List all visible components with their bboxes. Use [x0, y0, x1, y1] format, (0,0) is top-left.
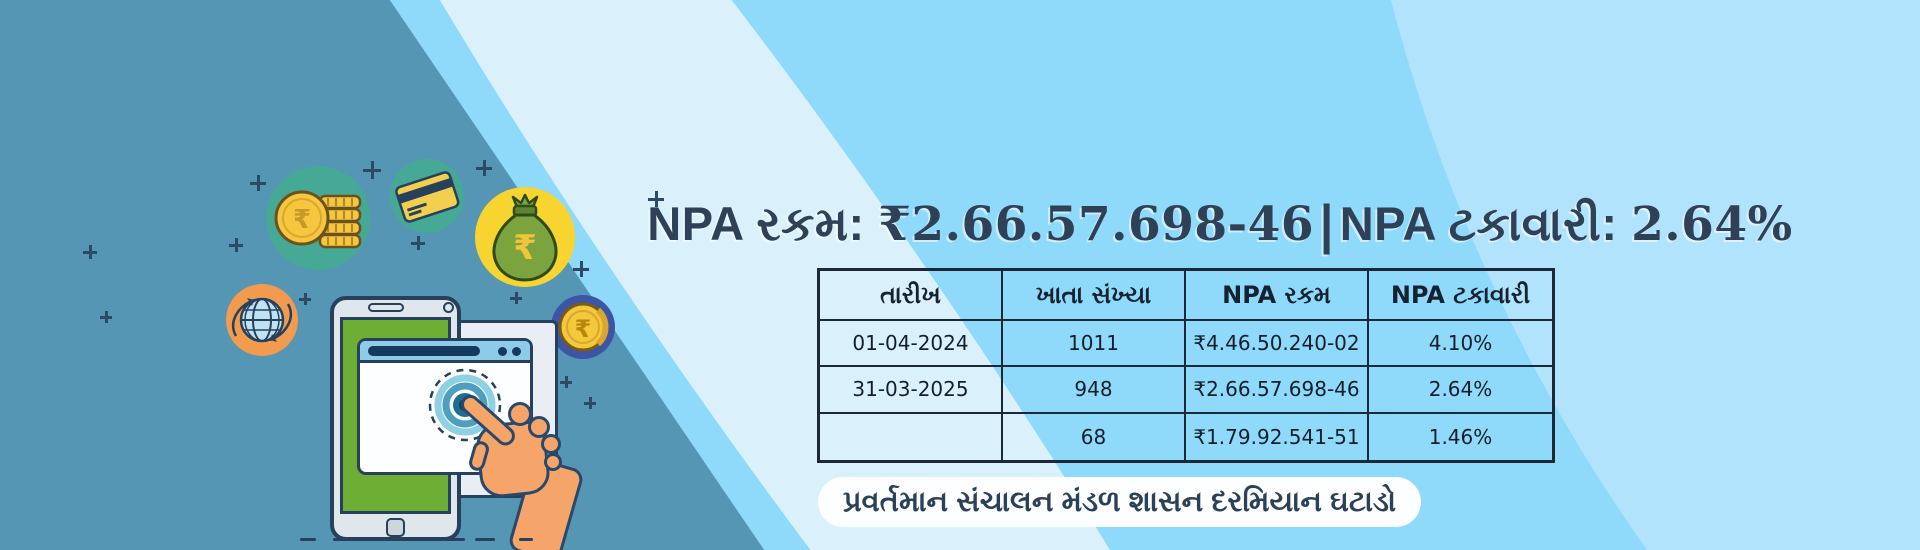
table-cell-npa-amount: ₹1.79.92.541-51	[1186, 413, 1369, 460]
ground-dash	[475, 538, 495, 541]
table-cell-npa-amount: ₹2.66.57.698-46	[1186, 367, 1369, 414]
rupee-coin-stack-icon: ₹	[274, 190, 362, 249]
coin-stack-bubble: ₹	[266, 166, 370, 270]
credit-card-bubble	[390, 159, 464, 233]
hand-knuckle	[544, 453, 562, 471]
title-mid: NPA ટકાવારી:	[1339, 197, 1632, 250]
plus-icon	[510, 292, 522, 304]
table-cell-npa-amount: ₹4.46.50.240-02	[1186, 321, 1369, 368]
svg-text:₹: ₹	[513, 228, 537, 268]
footnote-text: પ્રવર્તમાન સંચાલન મંડળ શાસન દરમિયાન ઘટાડ…	[842, 485, 1397, 518]
plus-icon	[560, 376, 572, 388]
col-header-npa-percent: NPA ટકાવારી	[1369, 271, 1552, 321]
page-title: NPA રકમ: ₹2.66.57.698-46 | NPA ટકાવારી: 2.…	[640, 193, 1800, 254]
footnote-badge: પ્રવર્તમાન સંચાલન મંડળ શાસન દરમિયાન ઘટાડ…	[818, 477, 1421, 527]
ground-dash	[333, 538, 465, 541]
browser-address-bar	[368, 346, 480, 356]
hand-knuckle	[508, 402, 532, 426]
plus-icon	[100, 311, 112, 323]
globe-bubble	[226, 284, 298, 356]
browser-dot-icon	[498, 347, 507, 356]
plus-icon	[476, 160, 492, 176]
money-bag-icon: ₹	[492, 193, 558, 282]
money-bag-bubble: ₹	[475, 187, 575, 287]
svg-text:₹: ₹	[575, 315, 592, 343]
plus-icon	[299, 293, 311, 305]
title-prefix: NPA રકમ:	[647, 197, 879, 250]
title-separator: |	[1320, 193, 1334, 254]
rupee-coin-bubble: ₹	[551, 295, 615, 359]
plus-icon	[411, 236, 425, 250]
phone-camera	[443, 302, 454, 313]
ground-dash	[519, 538, 533, 541]
phone-speaker	[368, 303, 404, 312]
plus-icon	[573, 261, 589, 277]
table-cell-date: 01-04-2024	[820, 321, 1003, 368]
table-cell-accounts: 68	[1003, 413, 1186, 460]
plus-icon	[250, 175, 266, 191]
title-percentage: 2.64%	[1631, 197, 1793, 252]
plus-icon	[229, 238, 243, 252]
browser-titlebar	[360, 341, 530, 363]
col-header-accounts: ખાતા સંખ્યા	[1003, 271, 1186, 321]
col-header-date: તારીખ	[820, 271, 1003, 321]
credit-card-icon	[395, 171, 460, 223]
phone-home-button	[386, 518, 405, 537]
table-cell-date: 31-03-2025	[820, 367, 1003, 414]
globe-network-icon	[231, 297, 293, 343]
table-cell-npa-percent: 2.64%	[1369, 367, 1552, 414]
table-cell-npa-percent: 4.10%	[1369, 321, 1552, 368]
plus-icon	[648, 191, 664, 207]
rupee-coin-icon: ₹	[558, 302, 609, 352]
plus-icon	[83, 245, 97, 259]
browser-dot-icon	[512, 347, 521, 356]
npa-data-table: તારીખ ખાતા સંખ્યા NPA રકમ NPA ટકાવારી 01…	[817, 268, 1555, 463]
hand-knuckle	[541, 434, 561, 454]
plus-icon	[584, 397, 596, 409]
table-cell-npa-percent: 1.46%	[1428, 424, 1493, 449]
table-cell-accounts: 948	[1003, 367, 1186, 414]
table-cell-accounts: 1011	[1003, 321, 1186, 368]
svg-text:₹: ₹	[293, 205, 311, 235]
hand-knuckle	[528, 416, 550, 438]
plus-icon	[363, 161, 381, 179]
col-header-npa-amount: NPA રકમ	[1186, 271, 1369, 321]
title-amount: ₹2.66.57.698-46	[878, 197, 1315, 252]
ground-dash	[300, 538, 316, 541]
table-cell-date	[820, 413, 1003, 460]
